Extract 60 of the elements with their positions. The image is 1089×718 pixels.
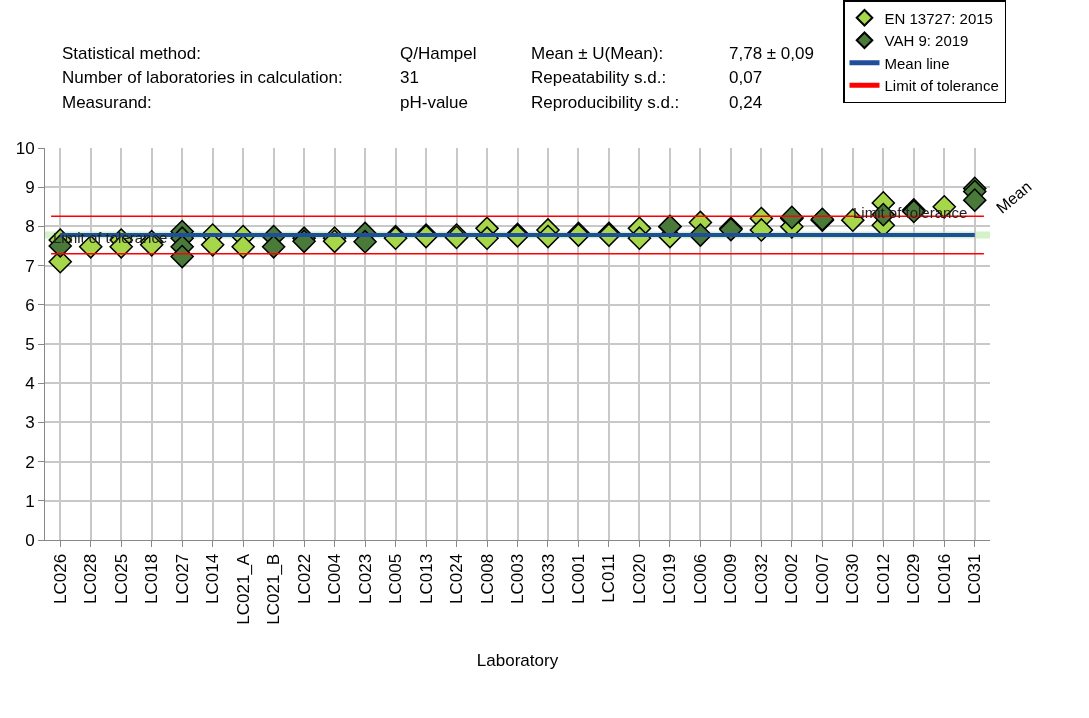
text: 0,24 [729, 93, 763, 112]
x-tick-label: LC031 [965, 553, 985, 604]
text: pH-value [400, 93, 469, 112]
text: Mean ± U(Mean): [531, 44, 664, 63]
legend-label: EN 13727: 2015 [884, 9, 993, 27]
x-tick-label: LC002 [782, 553, 802, 604]
y-tick-label: 2 [25, 452, 35, 472]
x-tick-label: LC012 [873, 553, 893, 604]
text: Statistical method: [62, 44, 201, 63]
y-tick-label: 1 [25, 491, 35, 511]
text: Reproducibility s.d.: [531, 93, 680, 112]
x-tick-label: LC005 [386, 553, 406, 604]
y-tick-label: 4 [25, 374, 35, 394]
x-tick-label: LC026 [50, 553, 70, 604]
x-tick-label: LC018 [142, 553, 162, 604]
x-tick-label: LC006 [690, 553, 710, 604]
x-tick-label: LC028 [81, 553, 101, 604]
y-tick-label: 9 [25, 178, 35, 198]
text: 31 [400, 68, 419, 87]
legend-label: Mean line [884, 54, 950, 72]
x-tick-label: LC011 [599, 553, 619, 603]
x-tick-label: LC021_B [264, 553, 284, 625]
x-tick-label: LC014 [203, 553, 223, 604]
y-tick-label: 10 [15, 138, 35, 158]
x-tick-label: LC023 [355, 553, 375, 604]
x-tick-label: LC009 [721, 553, 741, 604]
y-tick-label: 0 [25, 530, 35, 550]
x-tick-label: LC021_A [233, 553, 253, 625]
legend-label: VAH 9: 2019 [884, 32, 969, 50]
x-tick-label: LC003 [508, 553, 528, 604]
y-tick-label: 7 [25, 256, 35, 276]
x-tick-label: LC016 [934, 553, 954, 604]
x-tick-label: LC007 [812, 553, 832, 604]
x-tick-label: LC025 [111, 553, 131, 604]
x-tick-label: LC019 [660, 553, 680, 604]
y-tick-label: 8 [25, 217, 35, 237]
text: Q/Hampel [400, 44, 477, 63]
x-tick-label: LC030 [843, 553, 863, 604]
y-tick-label: 6 [25, 295, 35, 315]
x-tick-label: LC020 [629, 553, 649, 604]
x-tick-label: LC033 [538, 553, 558, 604]
text: Measurand: [62, 93, 152, 112]
text: Number of laboratories in calculation: [62, 68, 343, 87]
x-tick-label: LC032 [751, 553, 771, 604]
x-tick-label: LC029 [904, 553, 924, 604]
text: Repeatability s.d.: [531, 68, 667, 87]
legend-label: Limit of tolerance [884, 77, 999, 95]
text: 7,78 ± 0,09 [729, 44, 814, 63]
y-tick-label: 3 [25, 413, 35, 433]
text: Limit of tolerance [53, 229, 168, 246]
x-tick-label: LC004 [325, 553, 345, 604]
x-axis-title: Laboratory [476, 651, 559, 671]
x-tick-label: LC013 [416, 553, 436, 604]
y-tick-label: 5 [25, 334, 35, 354]
x-tick-label: LC024 [447, 553, 467, 604]
x-tick-label: LC027 [172, 553, 192, 604]
text: 0,07 [729, 68, 763, 87]
x-tick-label: LC008 [477, 553, 497, 604]
x-tick-label: LC001 [568, 553, 588, 604]
x-tick-label: LC022 [294, 553, 314, 604]
